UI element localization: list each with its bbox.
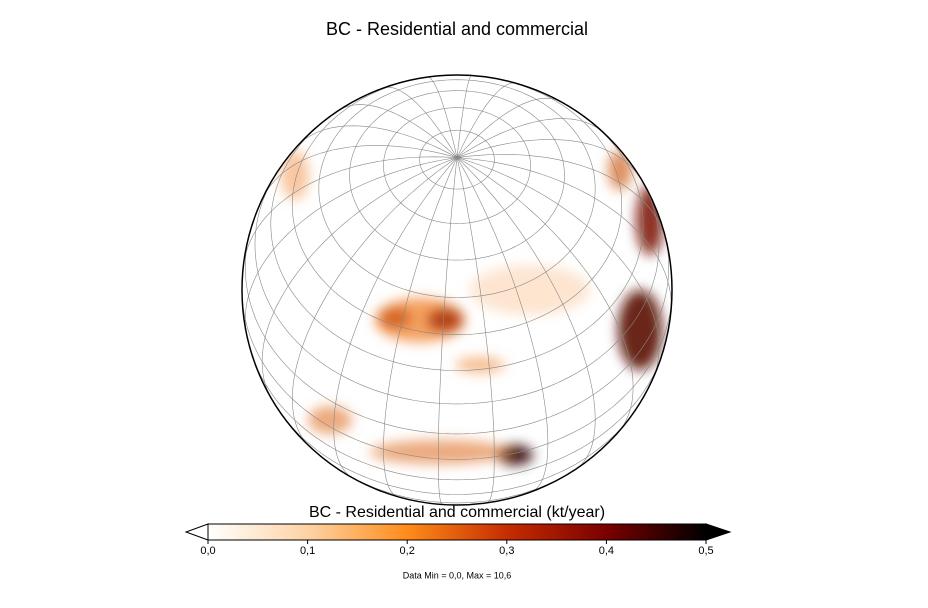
tick-label: 0,0 xyxy=(200,545,215,557)
tick-label: 0,3 xyxy=(499,545,514,557)
tick-label: 0,2 xyxy=(400,545,415,557)
graticule-line xyxy=(262,145,458,198)
graticule-line xyxy=(438,157,458,505)
graticule-line xyxy=(456,157,549,492)
graticule-line xyxy=(243,156,458,267)
graticule-line xyxy=(318,79,596,298)
colorbar xyxy=(207,523,707,541)
graticule-line xyxy=(456,157,672,310)
graticule-line xyxy=(456,118,603,158)
graticule-line xyxy=(339,104,458,158)
graticule-line xyxy=(456,97,560,158)
graticule-line xyxy=(456,157,660,379)
tick-label: 0,1 xyxy=(300,545,315,557)
graticule-line xyxy=(244,232,670,435)
graticule-line xyxy=(427,76,458,158)
graticule-line xyxy=(251,353,663,481)
graticule xyxy=(241,74,673,505)
graticule-line xyxy=(241,289,673,460)
graticule-line xyxy=(383,157,458,497)
graticule-line xyxy=(298,125,458,158)
graticule-line xyxy=(349,90,565,261)
title: BC - Residential and commercial xyxy=(326,19,588,39)
graticule-line xyxy=(456,75,472,158)
graticule-line xyxy=(383,107,531,224)
graticule-line xyxy=(254,174,660,405)
graticule-line xyxy=(383,87,458,158)
graticule-line xyxy=(456,157,634,433)
graticule-line xyxy=(278,409,636,495)
colorbar-under-arrow xyxy=(184,523,209,541)
graticule-line xyxy=(291,157,458,447)
graticule-line xyxy=(456,154,667,243)
graticule-line xyxy=(456,82,515,158)
graticule-line xyxy=(456,139,641,178)
colorbar-over-arrow xyxy=(705,523,732,541)
globe xyxy=(242,75,672,505)
colorbar-ticks: 0,0 0,1 0,2 0,3 0,4 0,5 xyxy=(200,540,714,557)
colorbar-label: BC - Residential and commercial (kt/year… xyxy=(309,504,605,521)
graticule-line xyxy=(419,129,495,190)
graticule-line xyxy=(456,157,495,504)
tick-label: 0,5 xyxy=(698,545,713,557)
graticule-line xyxy=(333,157,458,479)
footnote: Data Min = 0,0, Max = 10,6 xyxy=(403,570,512,580)
globe-outline xyxy=(241,74,673,506)
tick-label: 0,4 xyxy=(599,545,614,557)
